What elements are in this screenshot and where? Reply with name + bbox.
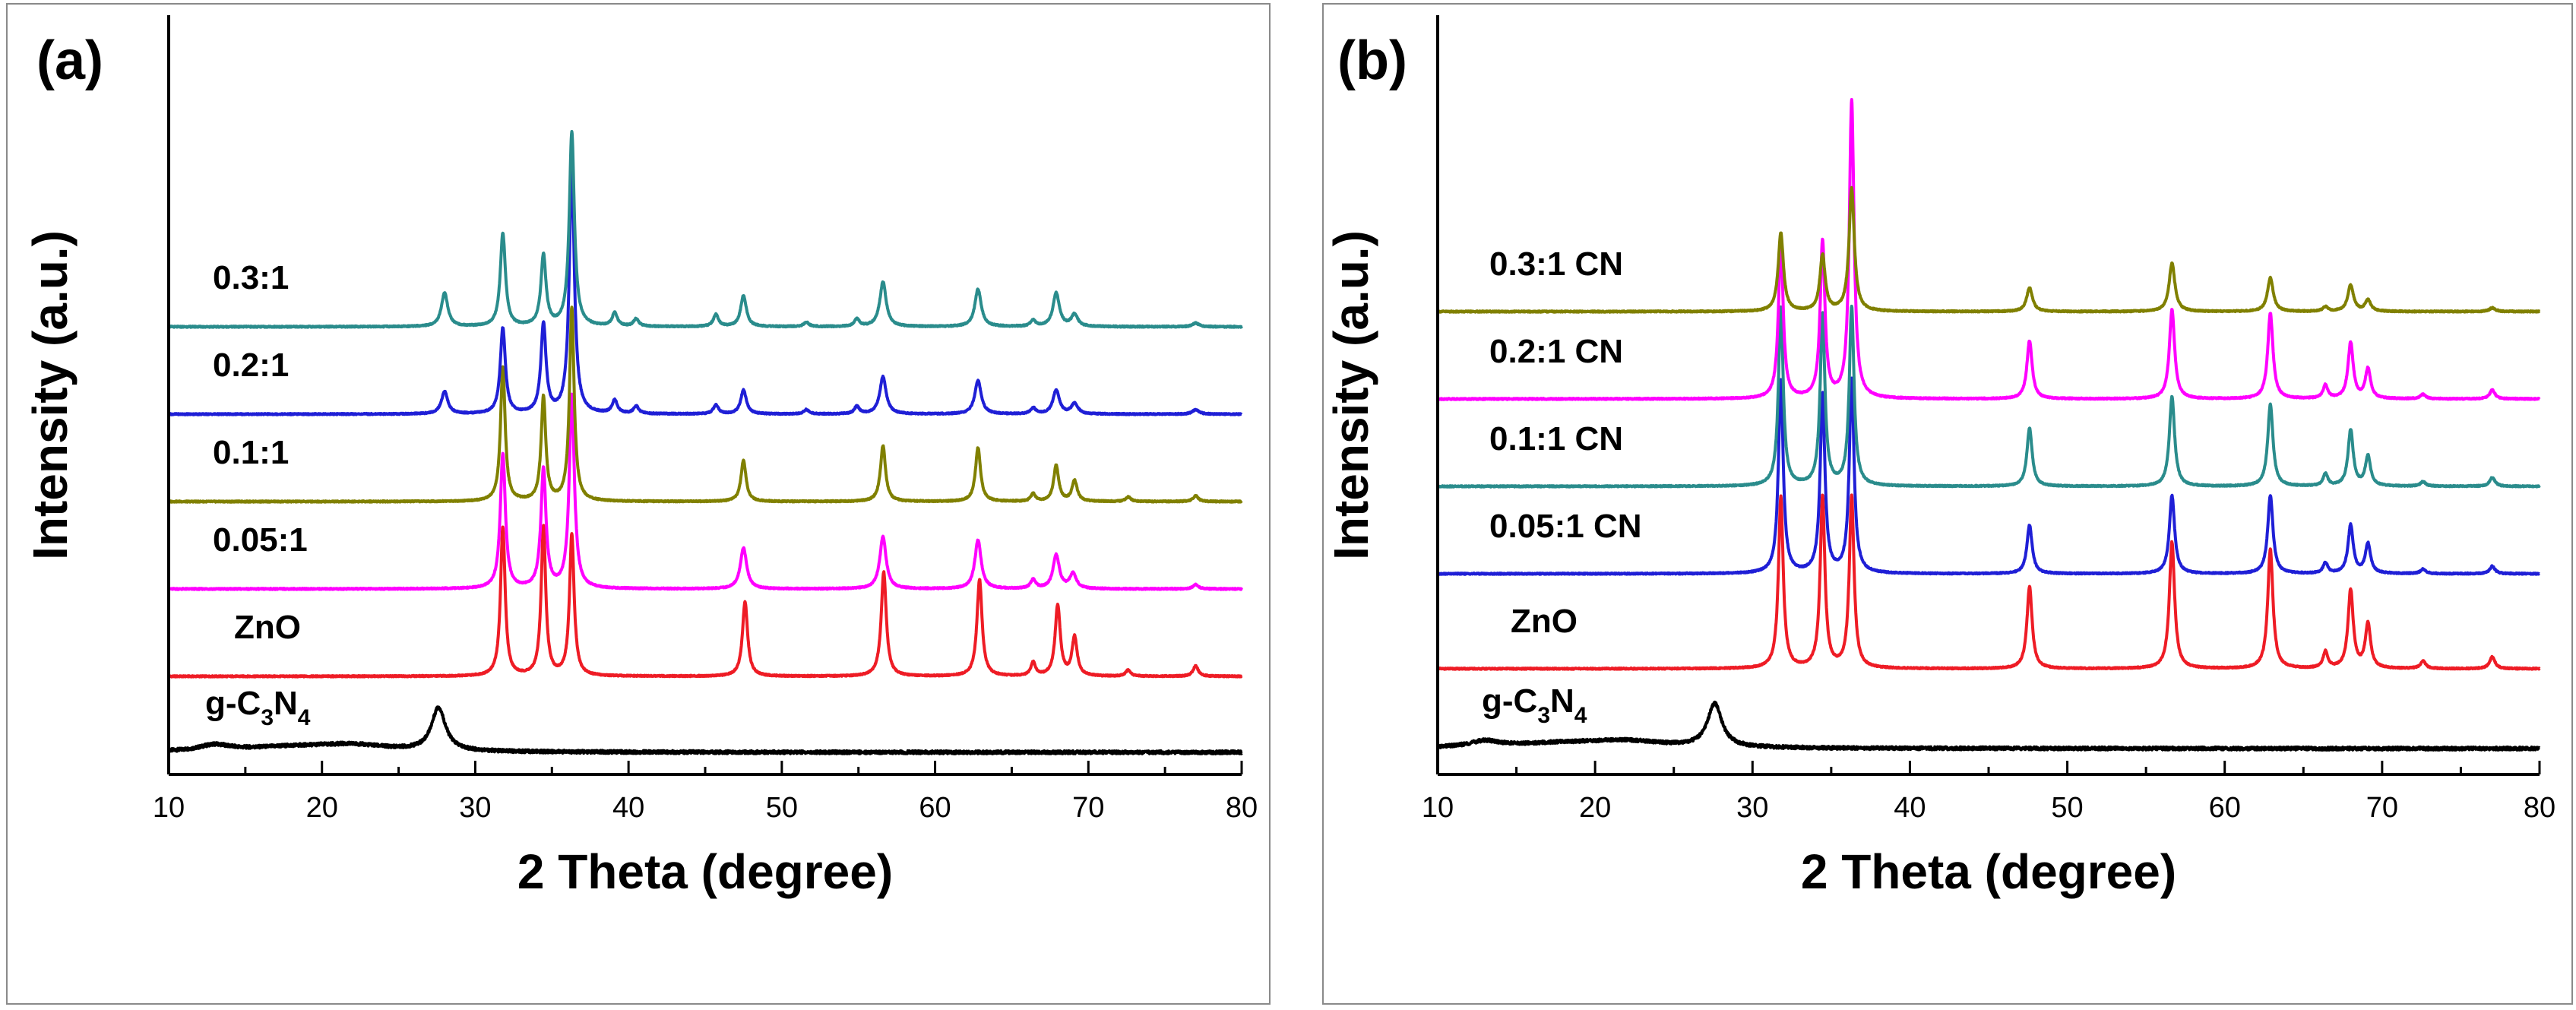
chart-a-series-label-part: g-C [205,685,261,722]
chart-a-x-tick-label: 60 [919,792,951,824]
chart-b-series-label-subscript: 3 [1537,703,1550,728]
chart-b-series-label-g-c3n4: g-C3N4 [1482,682,1587,728]
chart-b-series-label-0-1-1-cn: 0.1:1 CN [1489,420,1623,458]
chart-b-series-line-0-2-1-cn [1436,98,2541,401]
chart-b-panel-label: (b) [1337,30,1407,91]
chart-b-x-tick-label: 20 [1579,792,1611,824]
panel-b: (b) g-C3N4 ZnO 0.05:1 CN 0.1:1 CN 0.2:1 CN 0.3… [1307,0,2576,1010]
panel-a: (a) g-C3N4 ZnO 0.05:1 0.1:1 0.2:1 0.3:1 10 20 30 4… [0,0,1277,1010]
chart-a-x-tick-label: 20 [306,792,338,824]
chart-b-series-line-zno [1436,493,2541,671]
panel-a-frame [6,3,1271,1005]
chart-b-series-line-g-c3n4 [1436,700,2541,752]
chart-a-x-tick-label: 50 [766,792,798,824]
xrd-chart-a: (a) g-C3N4 ZnO 0.05:1 0.1:1 0.2:1 0.3:1 10 20 30 4… [23,15,1258,899]
chart-a-x-axis-title: 2 Theta (degree) [517,844,893,899]
chart-b-series-label-zno: ZnO [1511,603,1578,640]
chart-b-series-label-0-2-1-cn: 0.2:1 CN [1489,333,1623,370]
chart-a-x-tick-label: 80 [1226,792,1258,824]
chart-a-series-label-0-05-1: 0.05:1 [213,521,308,559]
chart-b-series-line-0-05-1-cn [1436,376,2541,576]
chart-b-series-label-part: g-C [1482,682,1537,720]
chart-b-y-axis-title: Intensity (a.u.) [1324,230,1378,560]
chart-a-x-tick-label: 40 [612,792,644,824]
chart-b-series-label-subscript: 4 [1574,703,1587,728]
chart-b-x-tick-label: 80 [2524,792,2555,824]
chart-b-x-tick-label: 70 [2366,792,2398,824]
chart-b-x-tick-label: 40 [1894,792,1926,824]
chart-a-x-tick-label: 70 [1072,792,1104,824]
chart-a-series-line-zno [167,524,1243,679]
chart-b-series-label-0-3-1-cn: 0.3:1 CN [1489,245,1623,283]
chart-a-series-line-0-2-1 [167,166,1243,416]
chart-a-series-line-0-3-1 [167,130,1243,329]
chart-a-x-tick-label: 30 [459,792,491,824]
chart-a-series-label-0-2-1: 0.2:1 [213,347,289,384]
chart-a-y-axis-title: Intensity (a.u.) [23,230,78,560]
chart-b-x-tick-label: 30 [1736,792,1768,824]
chart-b-series-label-0-05-1-cn: 0.05:1 CN [1489,508,1642,545]
chart-a-series-label-subscript: 4 [298,705,311,730]
chart-b-x-tick-label: 10 [1422,792,1454,824]
chart-a-series-label-part: N [274,685,298,722]
chart-b-series-label-part: N [1550,682,1574,720]
chart-b-series-line-0-1-1-cn [1436,304,2541,489]
chart-a-series-line-g-c3n4 [167,705,1243,755]
chart-a-series-label-zno: ZnO [234,609,301,646]
chart-a-series-label-0-1-1: 0.1:1 [213,434,289,471]
chart-b-x-tick-label: 50 [2051,792,2083,824]
chart-a-series-label-g-c3n4: g-C3N4 [205,685,311,730]
chart-a-x-tick-label: 10 [153,792,185,824]
chart-a-panel-label: (a) [36,30,103,91]
chart-a-series-line-0-05-1 [167,392,1243,591]
panel-b-frame [1322,3,2573,1005]
chart-b-x-tick-label: 60 [2209,792,2241,824]
chart-b-x-axis-title: 2 Theta (degree) [1801,844,2176,899]
chart-a-series-label-0-3-1: 0.3:1 [213,259,289,296]
chart-b-series-line-0-3-1-cn [1436,185,2541,314]
chart-a-series-line-0-1-1 [167,306,1243,504]
xrd-chart-b: (b) g-C3N4 ZnO 0.05:1 CN 0.1:1 CN 0.2:1 CN 0.3… [1324,15,2555,899]
chart-a-series-label-subscript: 3 [261,705,274,730]
